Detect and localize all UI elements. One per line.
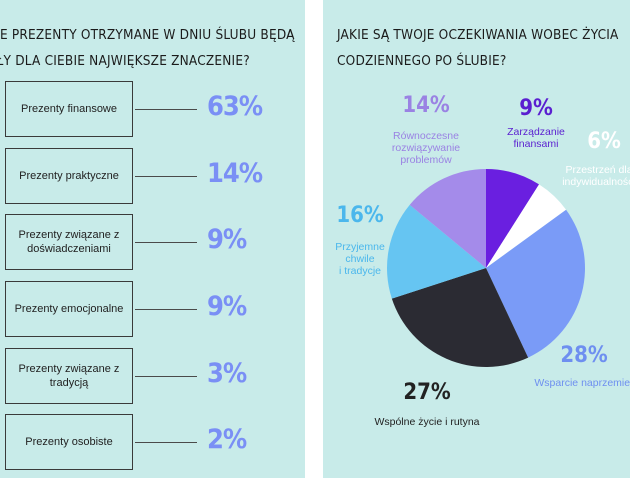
slice-label: finansami xyxy=(514,138,559,150)
slice-label: indywidualności xyxy=(562,176,630,188)
gift-percentage: 63% xyxy=(207,91,263,122)
slice-percentage: 9% xyxy=(519,96,553,121)
gift-percentage: 9% xyxy=(207,224,247,255)
gift-percentage: 2% xyxy=(207,424,247,455)
left-chart-title: KIE PREZENTY OTRZYMANE W DNIU ŚLUBU BĘDĄ… xyxy=(0,22,305,74)
right-panel: JAKIE SĄ TWOJE OCZEKIWANIA WOBEC ŻYCIA C… xyxy=(323,0,630,478)
slice-label: Wspólne życie i rutyna xyxy=(374,416,479,428)
slice-percentage: 6% xyxy=(587,129,621,154)
gift-percentage: 14% xyxy=(207,158,263,189)
slice-label: chwile xyxy=(345,253,374,265)
connector-line xyxy=(135,442,197,443)
right-chart-title: JAKIE SĄ TWOJE OCZEKIWANIA WOBEC ŻYCIA C… xyxy=(337,22,627,74)
gift-category-label: Prezenty emocjonalne xyxy=(5,281,133,337)
slice-label: Przyjemne xyxy=(335,241,385,253)
slice-label: Zarządzanie xyxy=(507,126,565,138)
right-title-line2: CODZIENNEGO PO ŚLUBIE? xyxy=(337,53,507,69)
gift-category-label: Prezenty finansowe xyxy=(5,81,133,137)
pie-slice xyxy=(409,169,486,268)
gift-percentage: 9% xyxy=(207,291,247,322)
gift-category-label: Prezenty związane z tradycją xyxy=(5,348,133,404)
slice-label: rozwiązywanie xyxy=(392,142,460,154)
gift-category-label: Prezenty związane z doświadczeniami xyxy=(5,214,133,270)
slice-label: i tradycje xyxy=(339,265,381,277)
pie-slice xyxy=(486,209,585,358)
gift-category-label: Prezenty praktyczne xyxy=(5,148,133,204)
slice-percentage: 14% xyxy=(402,93,450,118)
left-panel: KIE PREZENTY OTRZYMANE W DNIU ŚLUBU BĘDĄ… xyxy=(0,0,305,478)
left-title-line2: AŁY DLA CIEBIE NAJWIĘKSZE ZNACZENIE? xyxy=(0,53,250,69)
slice-percentage: 28% xyxy=(560,343,608,368)
connector-line xyxy=(135,242,197,243)
pie-slice xyxy=(486,169,540,268)
slice-percentage: 16% xyxy=(336,203,384,228)
slice-label: problemów xyxy=(400,154,452,166)
pie-slice xyxy=(391,268,529,367)
connector-line xyxy=(135,376,197,377)
left-title-line1: KIE PREZENTY OTRZYMANE W DNIU ŚLUBU BĘDĄ xyxy=(0,27,295,43)
gift-percentage: 3% xyxy=(207,358,247,389)
pie-slice xyxy=(486,184,567,268)
slice-label: Przestrzeń dla xyxy=(565,164,630,176)
connector-line xyxy=(135,309,197,310)
connector-line xyxy=(135,176,197,177)
slice-label: Równoczesne xyxy=(393,130,459,142)
pie-slice xyxy=(387,204,486,299)
slice-percentage: 27% xyxy=(403,380,451,405)
right-title-line1: JAKIE SĄ TWOJE OCZEKIWANIA WOBEC ŻYCIA xyxy=(337,27,619,43)
gift-category-label: Prezenty osobiste xyxy=(5,414,133,470)
connector-line xyxy=(135,109,197,110)
slice-label: Wsparcie naprzemienne xyxy=(534,377,630,389)
